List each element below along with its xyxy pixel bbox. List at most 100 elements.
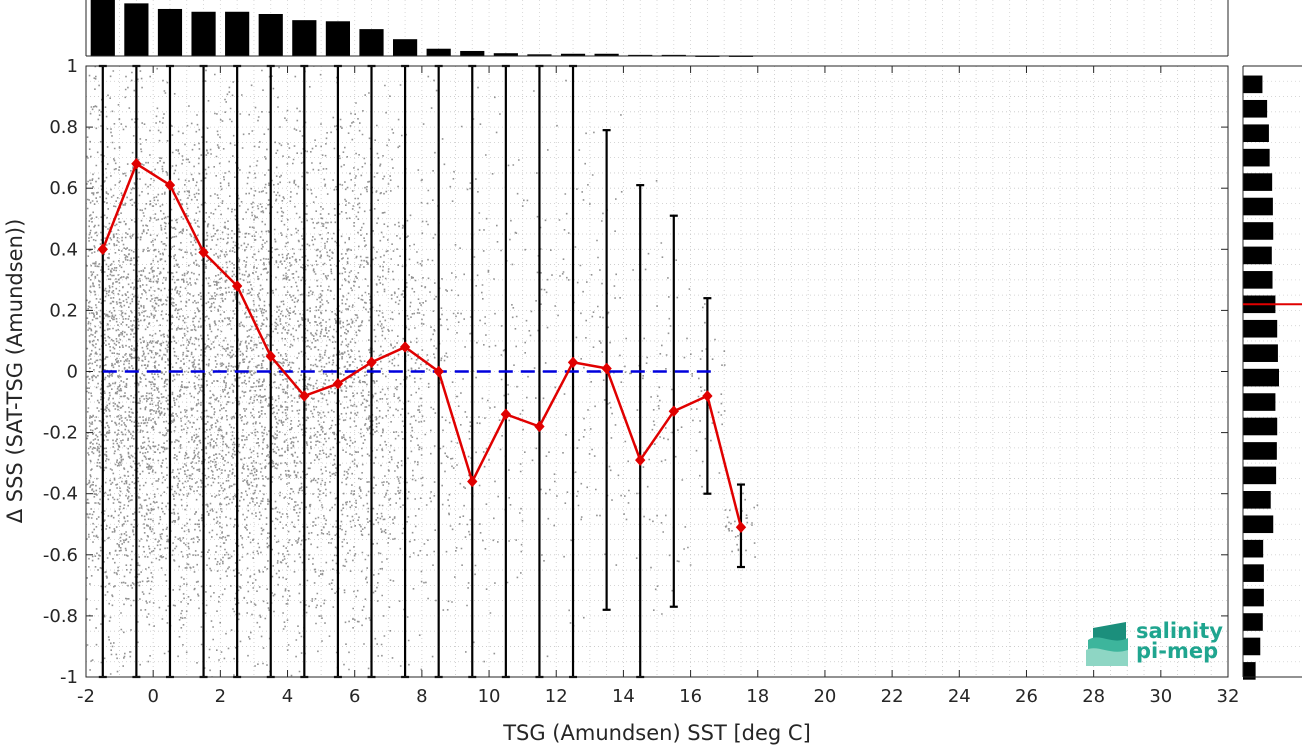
right-histogram-bar: [1243, 124, 1269, 143]
right-histogram-bar: [1243, 442, 1277, 460]
bin-mean-marker: [198, 246, 209, 259]
y-tick-label: 0.8: [49, 117, 78, 138]
bin-mean-marker: [131, 158, 142, 170]
x-tick-label: 6: [349, 686, 360, 707]
logo-text-pimep: pi-mep: [1136, 639, 1218, 663]
right-histogram-bar: [1243, 222, 1274, 240]
right-histogram-bar: [1243, 662, 1256, 680]
right-histogram-bar: [1243, 99, 1268, 118]
y-axis-ticks: -1 -0.8 -0.6 -0.4 -0.2 0 0.2 0.4 0.6 0.8 1: [43, 56, 1228, 688]
bin-mean-marker: [231, 280, 243, 292]
x-axis-title: TSG (Amundsen) SST [deg C]: [502, 721, 811, 745]
right-histogram-bar: [1243, 588, 1264, 607]
top-histogram-bar: [292, 20, 317, 56]
x-tick-label: 16: [679, 686, 702, 707]
y-tick-label: -1: [60, 667, 78, 688]
bin-mean-marker: [668, 405, 679, 417]
right-histogram-bar: [1243, 173, 1273, 191]
top-histogram-bar: [225, 11, 250, 56]
top-histogram-bar: [594, 53, 619, 56]
right-histogram-bar: [1243, 197, 1273, 216]
x-tick-label: 0: [147, 686, 158, 707]
x-tick-label: 22: [881, 686, 904, 707]
bin-mean-marker: [735, 521, 747, 534]
logo-text-salinity: salinity: [1136, 619, 1223, 643]
right-histogram-bar: [1243, 564, 1264, 582]
bin-mean-marker: [702, 390, 713, 402]
top-histogram: [85, 0, 1229, 57]
right-histogram-bar: [1243, 271, 1273, 289]
x-tick-label: 10: [478, 686, 501, 707]
top-histogram-bar: [460, 50, 485, 56]
x-tick-label: 14: [612, 686, 635, 707]
y-tick-label: 1: [67, 56, 78, 77]
right-histogram: [1242, 65, 1302, 680]
top-histogram-bar: [359, 29, 384, 56]
top-histogram-bar: [157, 8, 183, 57]
top-histogram-bar: [560, 53, 586, 56]
bin-mean-markers: [97, 158, 747, 534]
y-tick-label: 0.4: [49, 239, 78, 260]
y-tick-label: 0: [67, 362, 78, 383]
bin-mean-marker: [534, 420, 545, 433]
bin-mean-marker: [164, 179, 176, 191]
bin-mean-marker: [366, 356, 377, 369]
y-tick-label: -0.6: [43, 545, 78, 566]
bin-mean-marker: [635, 454, 646, 466]
bin-mean-marker: [467, 475, 478, 488]
right-histogram-bar: [1243, 613, 1263, 631]
right-histogram-bar: [1243, 319, 1278, 338]
top-histogram-bar: [493, 53, 518, 56]
right-histogram-bar: [1243, 393, 1276, 411]
top-histogram-bar: [124, 3, 149, 56]
right-histogram-bar: [1243, 491, 1271, 509]
right-histogram-bar: [1243, 246, 1272, 265]
top-histogram-bar: [90, 0, 115, 56]
x-tick-label: 28: [1082, 686, 1105, 707]
y-tick-label: -0.2: [43, 423, 78, 444]
x-tick-label: 32: [1217, 686, 1240, 707]
x-tick-label: 30: [1149, 686, 1172, 707]
bin-mean-marker: [299, 390, 310, 402]
logo-wave-icon: [1086, 622, 1128, 666]
x-tick-label: 18: [746, 686, 769, 707]
right-histogram-bar: [1243, 539, 1264, 558]
main-plot: -2 0 2 4 6 8 10 12 14 16 18 20 22 24 26 28 30 32 -1-0.8-0…: [43, 56, 1240, 707]
x-tick-label: 8: [416, 686, 427, 707]
bin-mean-marker: [500, 408, 512, 421]
x-tick-label: -2: [77, 686, 95, 707]
right-histogram-bar: [1243, 75, 1263, 94]
right-histogram-bar: [1243, 417, 1278, 436]
y-tick-label: -0.8: [43, 606, 78, 627]
right-histogram-bar: [1243, 637, 1261, 656]
y-tick-label: 0.6: [49, 178, 78, 199]
right-histogram-bar: [1243, 466, 1277, 485]
bin-mean-line: [101, 161, 743, 528]
top-histogram-bar: [258, 14, 283, 56]
x-tick-label: 4: [282, 686, 293, 707]
top-histogram-bar: [426, 48, 451, 56]
bin-mean-marker: [567, 356, 579, 369]
y-axis-title: Δ SSS (SAT-TSG (Amundsen)): [3, 219, 27, 524]
top-histogram-bar: [325, 21, 351, 57]
right-histogram-bar: [1243, 368, 1279, 387]
bin-mean-marker: [97, 243, 108, 256]
x-axis-ticks: -2 0 2 4 6 8 10 12 14 16 18 20 22 24 26 28 30 32: [77, 66, 1239, 707]
right-histogram-bar: [1243, 148, 1270, 167]
x-tick-label: 24: [948, 686, 971, 707]
y-tick-label: 0.2: [49, 300, 78, 321]
x-tick-label: 2: [215, 686, 226, 707]
top-histogram-bar: [392, 39, 418, 56]
bin-mean-marker: [265, 350, 276, 362]
bin-mean-marker: [399, 341, 411, 353]
x-tick-label: 26: [1015, 686, 1038, 707]
bin-mean-marker: [601, 362, 612, 375]
bin-mean-marker: [433, 365, 444, 378]
x-tick-label: 20: [813, 686, 836, 707]
x-tick-label: 12: [545, 686, 568, 707]
salinity-pi-mep-logo: salinity pi-mep: [1086, 619, 1223, 666]
y-tick-label: -0.4: [43, 484, 78, 505]
top-histogram-bar: [191, 11, 216, 56]
top-histogram-bar: [527, 54, 552, 56]
